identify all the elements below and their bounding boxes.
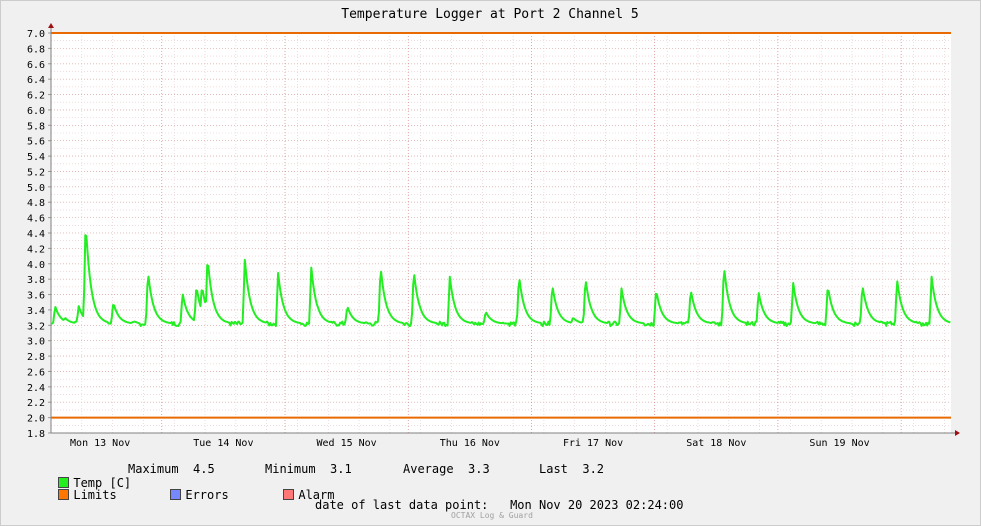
- maximum-value: 4.5: [193, 462, 215, 476]
- y-tick-label: 5.0: [27, 183, 45, 194]
- y-tick-label: 2.0: [27, 414, 45, 425]
- average-stat: Average 3.3: [403, 462, 490, 476]
- legend-temp: Temp [C]: [15, 462, 131, 504]
- y-tick-label: 5.6: [27, 137, 45, 148]
- limits-swatch: [58, 489, 70, 500]
- minimum-stat: Minimum 3.1: [265, 462, 352, 476]
- alarm-swatch: [283, 489, 295, 500]
- x-tick-label: Mon 13 Nov: [70, 438, 130, 449]
- legend-errors: Errors: [127, 474, 229, 516]
- y-tick-label: 3.8: [27, 275, 45, 286]
- y-tick-label: 3.2: [27, 321, 45, 332]
- y-tick-label: 5.2: [27, 167, 45, 178]
- x-tick-label: Thu 16 Nov: [440, 438, 500, 449]
- x-tick-label: Tue 14 Nov: [193, 438, 253, 449]
- temp-series-line: [50, 234, 951, 328]
- x-tick-label: Sun 19 Nov: [809, 438, 869, 449]
- maximum-label: Maximum: [128, 462, 179, 476]
- last-value: 3.2: [582, 462, 605, 476]
- y-tick-label: 6.4: [27, 75, 45, 86]
- y-tick-label: 1.8: [27, 429, 45, 440]
- legend-errors-label: Errors: [185, 488, 229, 502]
- last-label: Last: [539, 462, 568, 476]
- legend-limits-label: Limits: [73, 488, 117, 502]
- y-tick-label: 2.2: [27, 398, 45, 409]
- y-tick-label: 5.4: [27, 152, 45, 163]
- y-tick-label: 6.8: [27, 44, 45, 55]
- brand-watermark: OCTAX Log & Guard: [451, 511, 533, 520]
- y-tick-label: 4.8: [27, 198, 45, 209]
- last-data-point: date of last data point: Mon Nov 20 2023…: [315, 498, 683, 512]
- y-tick-label: 2.4: [27, 383, 45, 394]
- x-tick-label: Fri 17 Nov: [563, 438, 623, 449]
- minimum-label: Minimum: [265, 462, 316, 476]
- x-axis-arrow: [955, 430, 960, 436]
- chart-title: Temperature Logger at Port 2 Channel 5: [341, 7, 638, 22]
- x-tick-label: Wed 15 Nov: [317, 438, 377, 449]
- legend-temp-label: Temp [C]: [73, 476, 132, 490]
- y-tick-label: 6.6: [27, 60, 45, 71]
- y-tick-label: 7.0: [27, 29, 45, 40]
- date-value: Mon Nov 20 2023 02:24:00: [510, 498, 684, 512]
- legend-alarm: Alarm: [240, 474, 334, 516]
- average-label: Average: [403, 462, 454, 476]
- y-tick-label: 6.2: [27, 91, 45, 102]
- legend-alarm-label: Alarm: [298, 488, 335, 502]
- y-tick-label: 4.6: [27, 214, 45, 225]
- y-tick-label: 4.0: [27, 260, 45, 271]
- y-tick-label: 3.0: [27, 337, 45, 348]
- average-value: 3.3: [468, 462, 490, 476]
- legend-limits: Limits: [15, 474, 117, 516]
- y-tick-label: 3.4: [27, 306, 45, 317]
- y-axis-arrow: [48, 23, 54, 28]
- minimum-value: 3.1: [330, 462, 352, 476]
- y-tick-label: 2.6: [27, 367, 45, 378]
- x-tick-label: Sat 18 Nov: [686, 438, 746, 449]
- y-tick-label: 4.2: [27, 244, 45, 255]
- y-tick-label: 3.6: [27, 291, 45, 302]
- y-tick-label: 6.0: [27, 106, 45, 117]
- y-tick-label: 5.8: [27, 121, 45, 132]
- y-tick-label: 2.8: [27, 352, 45, 363]
- errors-swatch: [170, 489, 182, 500]
- y-tick-label: 4.4: [27, 229, 45, 240]
- date-label: date of last data point:: [315, 498, 489, 512]
- maximum-stat: Maximum 4.5: [128, 462, 215, 476]
- last-stat: Last 3.2: [539, 462, 604, 476]
- temp-swatch: [58, 477, 70, 488]
